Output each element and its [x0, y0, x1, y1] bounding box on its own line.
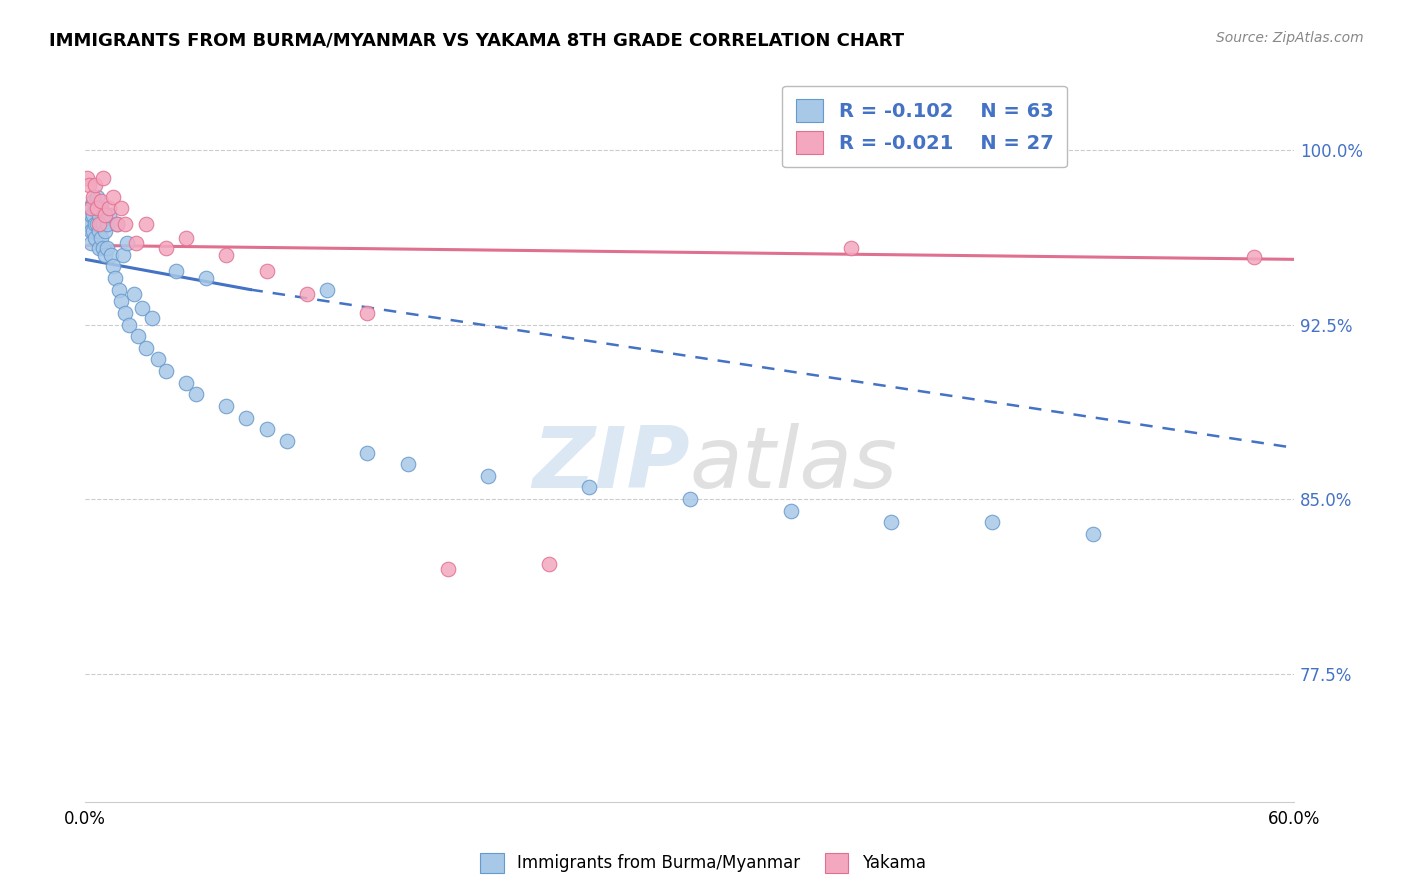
Point: [91, 170, 114, 185]
Point: [316, 283, 339, 297]
Point: [127, 329, 149, 343]
Point: [679, 491, 702, 506]
Point: [141, 310, 163, 325]
Point: [146, 352, 169, 367]
Point: [91, 241, 114, 255]
Point: [80, 224, 103, 238]
Point: [100, 248, 122, 262]
Point: [90, 218, 112, 232]
Legend: Immigrants from Burma/Myanmar, Yakama: Immigrants from Burma/Myanmar, Yakama: [474, 847, 932, 880]
Point: [356, 445, 378, 459]
Point: [122, 287, 145, 301]
Point: [91, 218, 114, 232]
Point: [76, 218, 98, 232]
Point: [437, 562, 460, 576]
Text: IMMIGRANTS FROM BURMA/MYANMAR VS YAKAMA 8TH GRADE CORRELATION CHART: IMMIGRANTS FROM BURMA/MYANMAR VS YAKAMA …: [49, 31, 904, 49]
Point: [103, 189, 125, 203]
Point: [96, 218, 118, 232]
Point: [215, 248, 238, 262]
Point: [256, 422, 278, 436]
Point: [96, 241, 118, 255]
Point: [356, 306, 378, 320]
Point: [76, 170, 98, 185]
Point: [105, 218, 128, 232]
Point: [880, 516, 903, 530]
Point: [1081, 527, 1104, 541]
Point: [117, 235, 139, 250]
Point: [131, 301, 153, 316]
Point: [174, 376, 197, 390]
Point: [1243, 250, 1265, 264]
Point: [108, 283, 131, 297]
Point: [94, 248, 117, 262]
Point: [89, 241, 111, 255]
Point: [839, 241, 862, 255]
Point: [89, 224, 111, 238]
Point: [90, 231, 112, 245]
Point: [174, 231, 197, 245]
Point: [90, 201, 112, 215]
Point: [86, 218, 108, 232]
Point: [84, 231, 107, 245]
Point: [110, 294, 132, 309]
Point: [578, 480, 600, 494]
Point: [256, 264, 278, 278]
Point: [82, 194, 104, 209]
Point: [82, 224, 104, 238]
Point: [981, 516, 1004, 530]
Point: [89, 218, 111, 232]
Text: atlas: atlas: [690, 423, 898, 506]
Point: [82, 208, 104, 222]
Point: [396, 457, 419, 471]
Point: [77, 201, 100, 215]
Text: Source: ZipAtlas.com: Source: ZipAtlas.com: [1216, 31, 1364, 45]
Point: [94, 224, 117, 238]
Point: [276, 434, 298, 448]
Point: [135, 218, 157, 232]
Point: [77, 218, 100, 232]
Point: [98, 208, 121, 222]
Point: [124, 235, 146, 250]
Point: [155, 364, 177, 378]
Point: [112, 248, 135, 262]
Point: [195, 271, 218, 285]
Point: [80, 201, 103, 215]
Point: [84, 201, 107, 215]
Point: [105, 218, 128, 232]
Point: [135, 341, 157, 355]
Point: [86, 189, 108, 203]
Point: [118, 318, 141, 332]
Point: [537, 558, 560, 572]
Point: [82, 189, 104, 203]
Point: [165, 264, 187, 278]
Point: [110, 201, 132, 215]
Point: [114, 306, 136, 320]
Point: [215, 399, 238, 413]
Point: [77, 178, 100, 192]
Point: [155, 241, 177, 255]
Point: [98, 201, 121, 215]
Point: [184, 387, 207, 401]
Point: [235, 410, 257, 425]
Text: ZIP: ZIP: [531, 423, 690, 506]
Point: [779, 504, 801, 518]
Point: [80, 235, 103, 250]
Point: [84, 218, 107, 232]
Point: [94, 208, 117, 222]
Point: [477, 468, 499, 483]
Point: [80, 208, 103, 222]
Point: [90, 194, 112, 209]
Point: [104, 271, 127, 285]
Point: [114, 218, 136, 232]
Point: [86, 201, 108, 215]
Point: [103, 260, 125, 274]
Point: [295, 287, 318, 301]
Point: [84, 178, 107, 192]
Point: [89, 208, 111, 222]
Legend: R = -0.102    N = 63, R = -0.021    N = 27: R = -0.102 N = 63, R = -0.021 N = 27: [782, 86, 1067, 168]
Point: [86, 201, 108, 215]
